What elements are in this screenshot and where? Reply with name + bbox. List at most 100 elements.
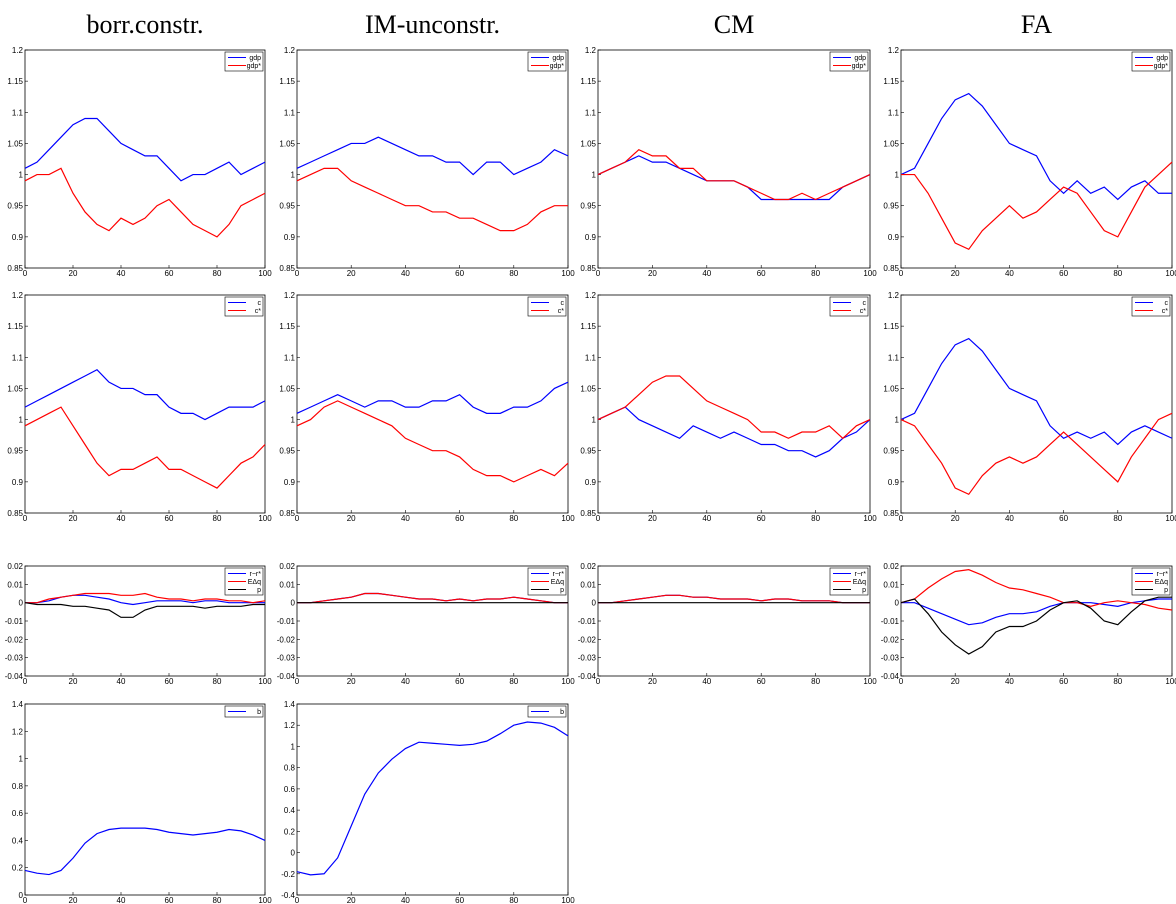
series-line xyxy=(900,569,1173,611)
series-line xyxy=(296,400,569,483)
y-tick-label: 0.95 xyxy=(279,202,295,211)
plot-frame xyxy=(296,703,569,896)
x-tick-label: 40 xyxy=(702,269,711,278)
y-tick-label: -0.04 xyxy=(578,672,597,681)
series-line xyxy=(296,167,568,232)
series-line xyxy=(24,827,266,876)
y-tick-label: 0 xyxy=(291,599,296,608)
legend-label: r−r* xyxy=(1157,571,1169,578)
y-tick-label: 1.15 xyxy=(279,77,295,86)
y-tick-label: 0.85 xyxy=(580,264,596,273)
x-tick-label: 0 xyxy=(295,514,300,523)
x-tick-label: 20 xyxy=(648,514,657,523)
x-tick-label: 20 xyxy=(69,514,78,523)
y-tick-label: 1.2 xyxy=(585,291,597,300)
legend-box xyxy=(527,51,567,72)
x-tick-label: 80 xyxy=(811,677,820,686)
legend-label: r−r* xyxy=(553,571,565,578)
y-tick-label: 1.05 xyxy=(883,384,899,393)
y-tick-label: -0.03 xyxy=(578,654,597,663)
legend-label: EΔq xyxy=(853,579,866,586)
y-tick-label: 0.95 xyxy=(580,447,596,456)
column-title: FA xyxy=(1021,10,1053,39)
plot-frame xyxy=(597,565,871,677)
legend-label: c xyxy=(561,300,565,307)
series-line xyxy=(900,596,1172,655)
series-line xyxy=(900,337,1173,446)
x-tick-label: 80 xyxy=(213,896,222,904)
y-tick-label: 1.05 xyxy=(580,139,596,148)
x-tick-label: 100 xyxy=(561,269,575,278)
legend-label: EΔq xyxy=(248,579,261,586)
x-tick-label: 80 xyxy=(509,896,518,904)
x-tick-label: 100 xyxy=(561,514,575,523)
y-tick-label: 0.6 xyxy=(12,809,24,818)
y-tick-label: 1.15 xyxy=(279,322,295,331)
column-title: borr.constr. xyxy=(87,10,204,39)
y-tick-label: 1.15 xyxy=(883,77,899,86)
series-line xyxy=(297,592,568,604)
series-line xyxy=(900,412,1173,496)
x-tick-label: 80 xyxy=(509,514,518,523)
x-tick-label: 100 xyxy=(258,514,272,523)
y-tick-label: 1.05 xyxy=(7,384,23,393)
legend-label: gdp* xyxy=(247,63,262,70)
y-tick-label: 1.2 xyxy=(888,291,900,300)
x-tick-label: 0 xyxy=(596,514,601,523)
plot-frame xyxy=(900,49,1173,269)
legend-box xyxy=(1131,51,1171,72)
y-tick-label: 0.01 xyxy=(7,580,23,589)
x-tick-label: 100 xyxy=(258,269,272,278)
series-line xyxy=(24,602,265,618)
legend-label: b xyxy=(560,709,564,716)
legend-label: c* xyxy=(860,308,867,315)
y-tick-label: 0 xyxy=(291,849,296,858)
x-tick-label: 80 xyxy=(509,269,518,278)
series-line xyxy=(901,598,1172,626)
x-tick-label: 20 xyxy=(951,514,960,523)
y-tick-label: 0 xyxy=(19,599,24,608)
series-line xyxy=(597,148,871,201)
y-tick-label: 0.95 xyxy=(883,447,899,456)
y-tick-label: 0 xyxy=(895,599,900,608)
legend-label: c xyxy=(258,300,262,307)
x-tick-label: 60 xyxy=(1059,677,1068,686)
legend-label: gdp xyxy=(854,55,866,62)
plot-frame xyxy=(24,703,266,896)
x-tick-label: 100 xyxy=(561,677,575,686)
x-tick-label: 40 xyxy=(1005,677,1014,686)
x-tick-label: 40 xyxy=(702,514,711,523)
y-tick-label: 0 xyxy=(19,891,24,900)
x-tick-label: 60 xyxy=(757,514,766,523)
x-tick-label: 60 xyxy=(165,269,174,278)
x-tick-label: 20 xyxy=(648,269,657,278)
y-tick-label: 0.02 xyxy=(279,562,295,571)
y-tick-label: 0.01 xyxy=(279,580,295,589)
legend-box xyxy=(829,51,869,72)
y-tick-label: 0.95 xyxy=(7,447,23,456)
x-tick-label: 100 xyxy=(1165,514,1176,523)
legend-label: gdp xyxy=(249,55,261,62)
y-tick-label: 1.15 xyxy=(580,322,596,331)
y-tick-label: 0.9 xyxy=(888,233,900,242)
y-tick-label: 1.15 xyxy=(883,322,899,331)
x-tick-label: 60 xyxy=(455,269,464,278)
y-tick-label: 1.1 xyxy=(585,108,597,117)
x-tick-label: 60 xyxy=(455,514,464,523)
column-title: CM xyxy=(714,10,754,39)
y-tick-label: 1.1 xyxy=(284,108,296,117)
x-tick-label: 100 xyxy=(258,677,272,686)
x-tick-label: 80 xyxy=(213,677,222,686)
legend-label: gdp* xyxy=(852,63,867,70)
x-tick-label: 0 xyxy=(596,269,601,278)
x-tick-label: 20 xyxy=(951,269,960,278)
legend-label: gdp* xyxy=(1154,63,1169,70)
y-tick-label: 1.05 xyxy=(883,139,899,148)
y-tick-label: 1.15 xyxy=(7,322,23,331)
legend-label: gdp xyxy=(1156,55,1168,62)
plot-frame xyxy=(24,49,266,269)
y-tick-label: 1 xyxy=(19,755,24,764)
x-tick-label: 0 xyxy=(23,896,28,904)
y-tick-label: -0.4 xyxy=(281,891,295,900)
plot-frame xyxy=(296,49,569,269)
